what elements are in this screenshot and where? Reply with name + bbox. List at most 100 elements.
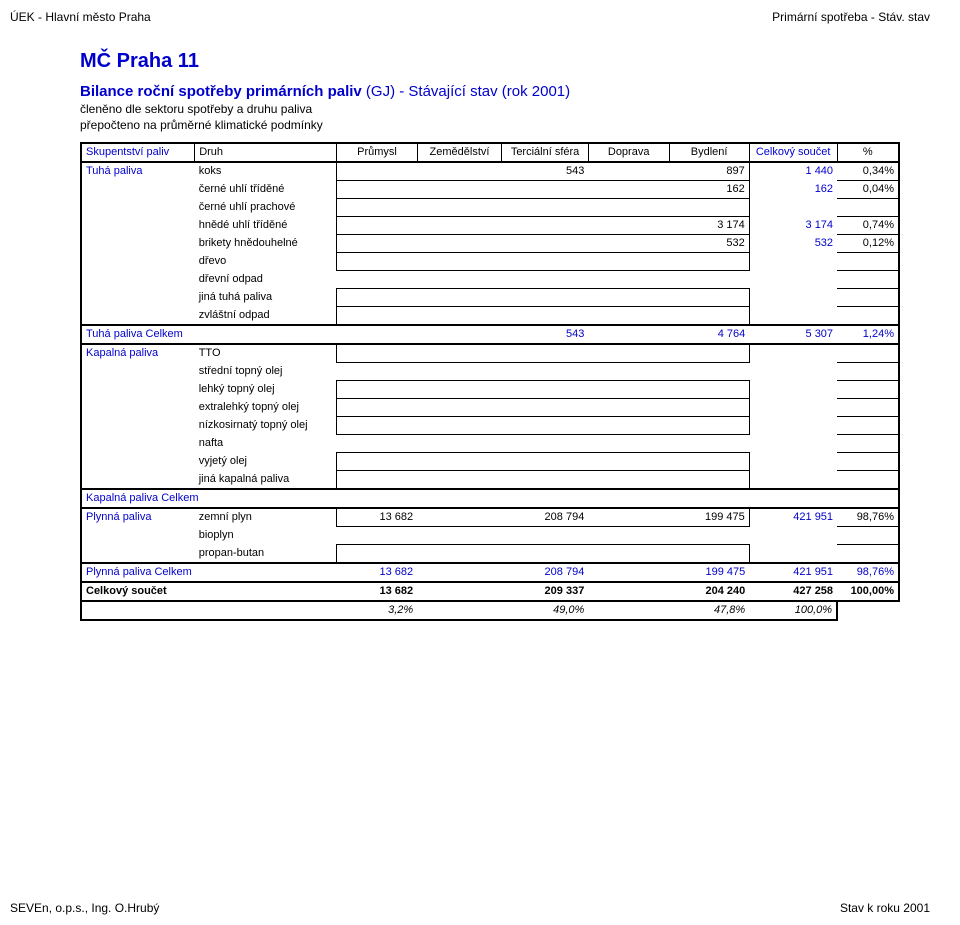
cell: 3 174: [749, 217, 837, 235]
cell: 13 682: [337, 508, 417, 527]
cell: brikety hnědouhelné: [195, 235, 337, 253]
subtitle-rest: (GJ) - Stávající stav (rok 2001): [366, 83, 570, 100]
cell: koks: [195, 162, 337, 181]
cell: 98,76%: [837, 563, 899, 582]
cell: 100,00%: [837, 582, 899, 601]
row-drevo: dřevo: [81, 253, 899, 271]
cell: střední topný olej: [195, 363, 337, 381]
row-cut: černé uhlí tříděné 162 162 0,04%: [81, 181, 899, 199]
row-zp: Plynná paliva zemní plyn 13 682 208 794 …: [81, 508, 899, 527]
cell: propan-butan: [195, 545, 337, 564]
row-sto: střední topný olej: [81, 363, 899, 381]
row-jina-t: jiná tuhá paliva: [81, 289, 899, 307]
row-brik: brikety hnědouhelné 532 532 0,12%: [81, 235, 899, 253]
row-nafta: nafta: [81, 435, 899, 453]
row-eto: extralehký topný olej: [81, 399, 899, 417]
th-pct: %: [837, 143, 899, 162]
th-prum: Průmysl: [337, 143, 417, 162]
cell: dřevní odpad: [195, 271, 337, 289]
th-zem: Zemědělství: [417, 143, 502, 162]
row-bio: bioplyn: [81, 527, 899, 545]
row-vyj: vyjetý olej: [81, 453, 899, 471]
row-kap-sum: Kapalná paliva Celkem: [81, 489, 899, 508]
cell: 98,76%: [837, 508, 899, 527]
row-drevni: dřevní odpad: [81, 271, 899, 289]
cell: zvláštní odpad: [195, 307, 337, 326]
cell: 204 240: [669, 582, 749, 601]
cell: jiná tuhá paliva: [195, 289, 337, 307]
th-druh: Druh: [195, 143, 337, 162]
cell: 4 764: [669, 325, 749, 344]
cell: 1,24%: [837, 325, 899, 344]
cell: 13 682: [337, 582, 417, 601]
row-lto: lehký topný olej: [81, 381, 899, 399]
main-table: Skupentství paliv Druh Průmysl Zemědělst…: [80, 142, 900, 621]
cell: Tuhá paliva Celkem: [81, 325, 337, 344]
cell: lehký topný olej: [195, 381, 337, 399]
cell: zemní plyn: [195, 508, 337, 527]
cell: Kapalná paliva Celkem: [81, 489, 337, 508]
header-left: ÚEK - Hlavní město Praha: [10, 10, 151, 24]
cell: 897: [669, 162, 749, 181]
desc1: členěno dle sektoru spotřeby a druhu pal…: [80, 102, 920, 116]
cell: 208 794: [502, 563, 589, 582]
row-hut: hnědé uhlí tříděné 3 174 3 174 0,74%: [81, 217, 899, 235]
cell: TTO: [195, 344, 337, 363]
cell: 0,04%: [837, 181, 899, 199]
th-celk: Celkový součet: [749, 143, 837, 162]
cell: 162: [669, 181, 749, 199]
cell: 209 337: [502, 582, 589, 601]
cell: 3,2%: [337, 601, 417, 620]
cell: 47,8%: [669, 601, 749, 620]
row-jina-k: jiná kapalná paliva: [81, 471, 899, 490]
cell: Tuhá paliva: [81, 162, 195, 181]
row-tto: Kapalná paliva TTO: [81, 344, 899, 363]
subtitle-bold: Bilance roční spotřeby primárních paliv: [80, 83, 362, 100]
cell: jiná kapalná paliva: [195, 471, 337, 490]
cell: 100,0%: [749, 601, 837, 620]
subtitle: Bilance roční spotřeby primárních paliv …: [80, 83, 920, 100]
cell: 532: [749, 235, 837, 253]
cell: bioplyn: [195, 527, 337, 545]
cell: hnědé uhlí tříděné: [195, 217, 337, 235]
row-pct: 3,2% 49,0% 47,8% 100,0%: [81, 601, 899, 620]
footer-right: Stav k roku 2001: [840, 901, 930, 915]
cell: 5 307: [749, 325, 837, 344]
cell: Plynná paliva Celkem: [81, 563, 337, 582]
row-cup: černé uhlí prachové: [81, 199, 899, 217]
cell: 0,74%: [837, 217, 899, 235]
cell: Kapalná paliva: [81, 344, 195, 363]
row-koks: Tuhá paliva koks 543 897 1 440 0,34%: [81, 162, 899, 181]
cell: 0,34%: [837, 162, 899, 181]
cell: 199 475: [669, 508, 749, 527]
row-tuha-sum: Tuhá paliva Celkem 543 4 764 5 307 1,24%: [81, 325, 899, 344]
row-pb: propan-butan: [81, 545, 899, 564]
cell: 0,12%: [837, 235, 899, 253]
cell: 543: [502, 162, 589, 181]
cell: 208 794: [502, 508, 589, 527]
cell: 532: [669, 235, 749, 253]
cell: 543: [502, 325, 589, 344]
footer-left: SEVEn, o.p.s., Ing. O.Hrubý: [10, 901, 159, 915]
cell: Plynná paliva: [81, 508, 195, 527]
cell: 1 440: [749, 162, 837, 181]
title: MČ Praha 11: [80, 50, 920, 73]
cell: vyjetý olej: [195, 453, 337, 471]
cell: nafta: [195, 435, 337, 453]
cell: Celkový součet: [81, 582, 337, 601]
cell: 421 951: [749, 508, 837, 527]
th-terc: Terciální sféra: [502, 143, 589, 162]
row-nto: nízkosirnatý topný olej: [81, 417, 899, 435]
row-grand: Celkový součet 13 682 209 337 204 240 42…: [81, 582, 899, 601]
cell: nízkosirnatý topný olej: [195, 417, 337, 435]
header-right: Primární spotřeba - Stáv. stav: [772, 10, 930, 24]
cell: 199 475: [669, 563, 749, 582]
cell: dřevo: [195, 253, 337, 271]
cell: 3 174: [669, 217, 749, 235]
cell: 49,0%: [502, 601, 589, 620]
cell: černé uhlí tříděné: [195, 181, 337, 199]
th-bydl: Bydlení: [669, 143, 749, 162]
cell: 162: [749, 181, 837, 199]
th-dopr: Doprava: [588, 143, 669, 162]
th-skup: Skupentství paliv: [81, 143, 195, 162]
